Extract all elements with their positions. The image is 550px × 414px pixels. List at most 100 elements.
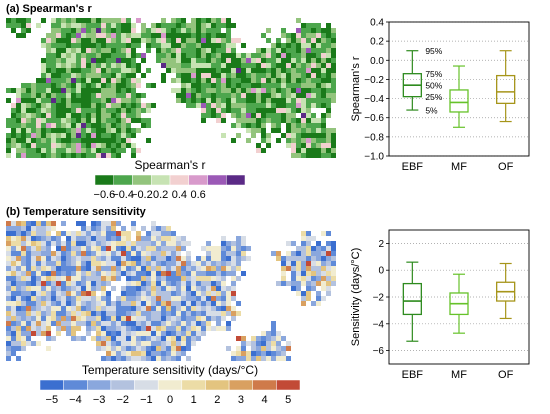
sensitivity-map-pixel	[126, 231, 131, 236]
spearman-map-pixel	[31, 83, 36, 88]
sensitivity-map-pixel	[11, 246, 16, 251]
sensitivity-map-pixel	[221, 281, 226, 286]
sensitivity-map-pixel	[26, 251, 31, 256]
sensitivity-map-pixel	[236, 241, 241, 246]
spearman-map-pixel	[206, 103, 211, 108]
spearman-map-pixel	[141, 38, 146, 43]
sensitivity-map-pixel	[46, 276, 51, 281]
sensitivity-map-pixel	[211, 311, 216, 316]
spearman-map-pixel	[131, 98, 136, 103]
spearman-map-pixel	[256, 93, 261, 98]
spearman-map-pixel	[106, 113, 111, 118]
sensitivity-map-pixel	[66, 306, 71, 311]
sensitivity-map-pixel	[151, 226, 156, 231]
sensitivity-map-pixel	[41, 331, 46, 336]
spearman-map-pixel	[226, 58, 231, 63]
sensitivity-map-pixel	[276, 251, 281, 256]
sensitivity-map-pixel	[131, 296, 136, 301]
spearman-map-pixel	[151, 23, 156, 28]
sensitivity-map-pixel	[211, 256, 216, 261]
sensitivity-map-pixel	[276, 256, 281, 261]
sensitivity-map-pixel	[81, 336, 86, 341]
spearman-map-pixel	[121, 23, 126, 28]
spearman-map-pixel	[151, 43, 156, 48]
spearman-map-pixel	[201, 23, 206, 28]
sensitivity-map-pixel	[136, 241, 141, 246]
spearman-map-pixel	[56, 43, 61, 48]
sensitivity-map-pixel	[96, 286, 101, 291]
spearman-map-pixel	[86, 18, 91, 23]
sensitivity-map-pixel	[16, 226, 21, 231]
sensitivity-map-pixel	[301, 256, 306, 261]
spearman-map-pixel	[156, 38, 161, 43]
spearman-map-pixel	[56, 133, 61, 138]
spearman-map-pixel	[321, 53, 326, 58]
sensitivity-map-pixel	[161, 226, 166, 231]
sensitivity-map-pixel	[81, 286, 86, 291]
sensitivity-map-pixel	[101, 266, 106, 271]
sensitivity-map-pixel	[76, 276, 81, 281]
sensitivity-map-pixel	[6, 301, 11, 306]
sensitivity-map-pixel	[91, 231, 96, 236]
sensitivity-map-pixel	[61, 326, 66, 331]
sensitivity-map-pixel	[126, 291, 131, 296]
sensitivity-map-pixel	[171, 251, 176, 256]
sensitivity-map-pixel	[206, 326, 211, 331]
spearman-map-pixel	[241, 78, 246, 83]
sensitivity-map-pixel	[151, 331, 156, 336]
spearman-map-pixel	[11, 28, 16, 33]
sensitivity-map-pixel	[241, 356, 246, 361]
sensitivity-map-pixel	[16, 341, 21, 346]
spearman-map-pixel	[266, 133, 271, 138]
spearman-map-pixel	[181, 28, 186, 33]
spearman-map-pixel	[56, 113, 61, 118]
sensitivity-map-pixel	[276, 346, 281, 351]
sensitivity-map-pixel	[181, 286, 186, 291]
sensitivity-map-pixel	[156, 356, 161, 361]
spearman-map-pixel	[276, 38, 281, 43]
spearman-map-pixel	[251, 113, 256, 118]
sensitivity-map-pixel	[101, 251, 106, 256]
colorbar-b-tick-label: 4	[261, 394, 267, 406]
sensitivity-map-pixel	[116, 306, 121, 311]
spearman-map-pixel	[101, 143, 106, 148]
sensitivity-map-pixel	[161, 296, 166, 301]
spearman-map-pixel	[71, 38, 76, 43]
spearman-map-pixel	[286, 63, 291, 68]
sensitivity-map-pixel	[236, 276, 241, 281]
spearman-map-pixel	[66, 43, 71, 48]
spearman-map-pixel	[176, 23, 181, 28]
sensitivity-map-pixel	[116, 231, 121, 236]
sensitivity-map-pixel	[216, 276, 221, 281]
sensitivity-map-pixel	[141, 276, 146, 281]
spearman-map-pixel	[81, 23, 86, 28]
sensitivity-map-pixel	[331, 276, 336, 281]
spearman-map-pixel	[276, 98, 281, 103]
sensitivity-map-pixel	[321, 286, 326, 291]
spearman-map-pixel	[291, 108, 296, 113]
sensitivity-map-pixel	[46, 336, 51, 341]
spearman-map-pixel	[261, 78, 266, 83]
sensitivity-map-pixel	[81, 271, 86, 276]
sensitivity-map-pixel	[31, 226, 36, 231]
spearman-map-pixel	[96, 68, 101, 73]
sensitivity-map-pixel	[136, 266, 141, 271]
spearman-map-pixel	[181, 68, 186, 73]
sensitivity-map-pixel	[146, 336, 151, 341]
sensitivity-map-pixel	[176, 296, 181, 301]
spearman-map-pixel	[101, 18, 106, 23]
spearman-map-pixel	[241, 53, 246, 58]
sensitivity-map-pixel	[231, 276, 236, 281]
sensitivity-map-pixel	[171, 231, 176, 236]
sensitivity-map-pixel	[196, 311, 201, 316]
spearman-map-pixel	[266, 38, 271, 43]
sensitivity-map-pixel	[176, 316, 181, 321]
spearman-map-pixel	[171, 63, 176, 68]
spearman-map-pixel	[316, 98, 321, 103]
sensitivity-map-pixel	[176, 336, 181, 341]
sensitivity-map-pixel	[101, 336, 106, 341]
spearman-map-pixel	[36, 23, 41, 28]
spearman-map-pixel	[256, 88, 261, 93]
sensitivity-map-pixel	[96, 301, 101, 306]
sensitivity-map-pixel	[176, 291, 181, 296]
